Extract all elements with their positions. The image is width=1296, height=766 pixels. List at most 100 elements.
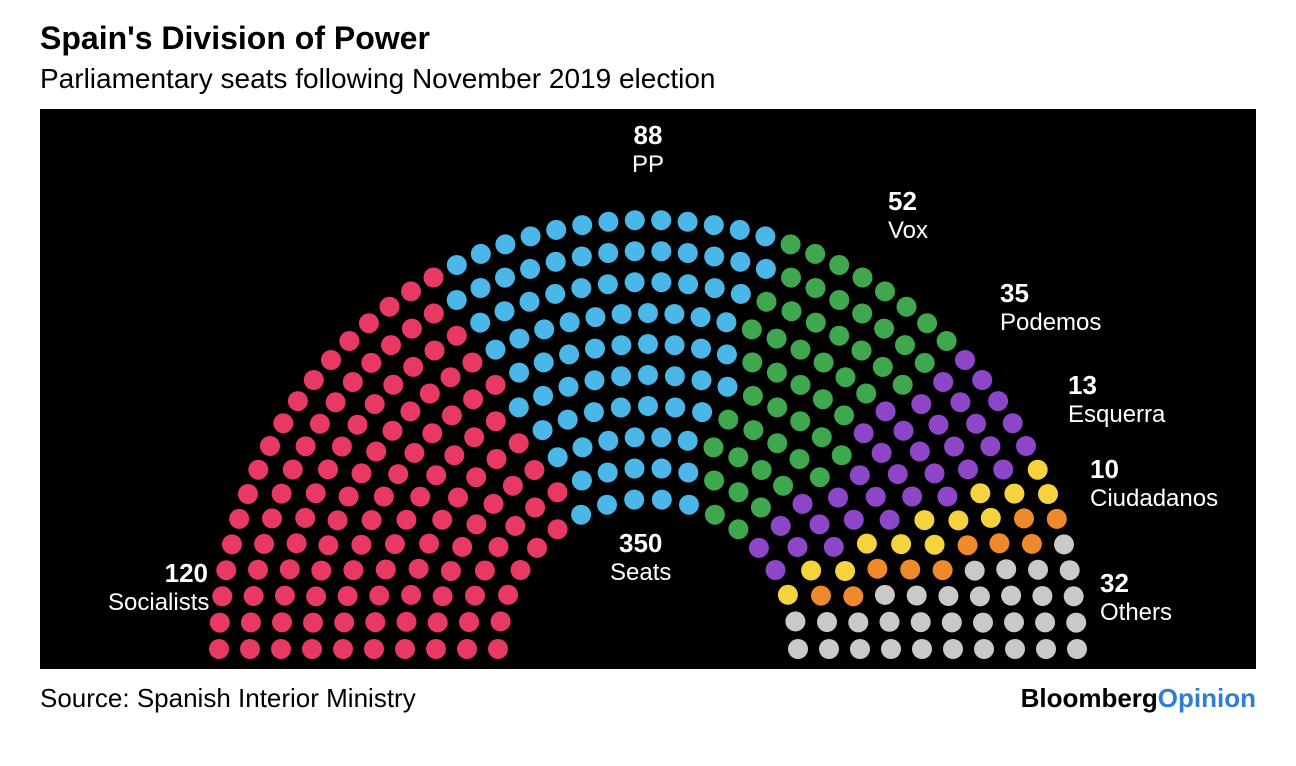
seat-dot bbox=[638, 303, 658, 323]
seat-dot bbox=[572, 247, 592, 267]
seat-dot bbox=[271, 639, 291, 659]
seat-dot bbox=[457, 639, 477, 659]
seat-dot bbox=[850, 465, 870, 485]
seat-dot bbox=[679, 495, 699, 515]
seat-dot bbox=[910, 442, 930, 462]
seat-dot bbox=[704, 215, 724, 235]
seat-dot bbox=[388, 464, 408, 484]
seat-dot bbox=[1038, 484, 1058, 504]
seat-dot bbox=[486, 375, 506, 395]
seat-dot bbox=[546, 220, 566, 240]
seat-dot bbox=[933, 372, 953, 392]
party-label-podemos: 35Podemos bbox=[1000, 279, 1101, 336]
seat-dot bbox=[420, 384, 440, 404]
seat-dot bbox=[343, 560, 363, 580]
seat-dot bbox=[785, 611, 805, 631]
seat-dot bbox=[948, 510, 968, 530]
seat-dot bbox=[524, 460, 544, 480]
seat-dot bbox=[383, 375, 403, 395]
seat-dot bbox=[262, 508, 282, 528]
seat-dot bbox=[880, 612, 900, 632]
seat-dot bbox=[396, 510, 416, 530]
seat-dot bbox=[1004, 484, 1024, 504]
seat-dot bbox=[272, 612, 292, 632]
seat-dot bbox=[310, 414, 330, 434]
seat-dot bbox=[955, 350, 975, 370]
seat-dot bbox=[981, 508, 1001, 528]
seat-dot bbox=[929, 415, 949, 435]
seat-dot bbox=[240, 639, 260, 659]
seat-dot bbox=[828, 488, 848, 508]
seat-dot bbox=[1035, 612, 1055, 632]
seat-dot bbox=[571, 278, 591, 298]
seat-dot bbox=[571, 505, 591, 525]
seat-dot bbox=[352, 463, 372, 483]
seat-dot bbox=[463, 389, 483, 409]
seat-dot bbox=[487, 449, 507, 469]
seat-dot bbox=[705, 505, 725, 525]
seat-dot bbox=[812, 427, 832, 447]
seat-dot bbox=[509, 433, 529, 453]
seat-dot bbox=[328, 510, 348, 530]
seat-dot bbox=[856, 384, 876, 404]
seat-dot bbox=[1066, 613, 1086, 633]
seat-dot bbox=[1060, 560, 1080, 580]
seat-dot bbox=[222, 534, 242, 554]
seat-dot bbox=[970, 483, 990, 503]
seat-dot bbox=[410, 487, 430, 507]
seat-dot bbox=[361, 353, 381, 373]
seat-dot bbox=[880, 510, 900, 530]
seat-dot bbox=[401, 585, 421, 605]
seat-dot bbox=[598, 212, 618, 232]
seat-dot bbox=[876, 401, 896, 421]
chart-title: Spain's Division of Power bbox=[40, 20, 1256, 57]
seat-dot bbox=[419, 534, 439, 554]
seat-dot bbox=[302, 639, 322, 659]
seat-dot bbox=[891, 534, 911, 554]
seat-dot bbox=[811, 586, 831, 606]
seat-dot bbox=[273, 413, 293, 433]
brand-bloomberg: Bloomberg bbox=[1021, 683, 1158, 713]
seat-dot bbox=[295, 508, 315, 528]
seat-dot bbox=[385, 534, 405, 554]
seat-dot bbox=[902, 487, 922, 507]
seat-dot bbox=[638, 396, 658, 416]
seat-dot bbox=[752, 460, 772, 480]
seat-dot bbox=[1064, 586, 1084, 606]
party-count: 120 bbox=[108, 559, 208, 589]
party-name: Podemos bbox=[1000, 309, 1101, 337]
seat-dot bbox=[810, 467, 830, 487]
seat-dot bbox=[432, 510, 452, 530]
seat-dot bbox=[943, 639, 963, 659]
seat-dot bbox=[216, 560, 236, 580]
seat-dot bbox=[875, 281, 895, 301]
seat-dot bbox=[1005, 639, 1025, 659]
seat-dot bbox=[665, 335, 685, 355]
seat-dot bbox=[625, 427, 645, 447]
seat-dot bbox=[338, 586, 358, 606]
seat-dot bbox=[611, 366, 631, 386]
seat-dot bbox=[937, 331, 957, 351]
party-count: 88 bbox=[632, 121, 664, 151]
seat-dot bbox=[612, 304, 632, 324]
seat-dot bbox=[791, 375, 811, 395]
seat-dot bbox=[448, 488, 468, 508]
seat-dot bbox=[209, 639, 229, 659]
seat-dot bbox=[426, 639, 446, 659]
seat-dot bbox=[491, 611, 511, 631]
seat-dot bbox=[444, 445, 464, 465]
seat-dot bbox=[852, 304, 872, 324]
seat-dot bbox=[925, 535, 945, 555]
seat-dot bbox=[1022, 534, 1042, 554]
seat-dot bbox=[973, 613, 993, 633]
seat-dot bbox=[691, 307, 711, 327]
seat-dot bbox=[428, 612, 448, 632]
seat-dot bbox=[548, 519, 568, 539]
seat-dot bbox=[452, 537, 472, 557]
seat-dot bbox=[1003, 413, 1023, 433]
seat-dot bbox=[425, 341, 445, 361]
seat-dot bbox=[743, 386, 763, 406]
seat-dot bbox=[844, 510, 864, 530]
seat-dot bbox=[597, 495, 617, 515]
seat-dot bbox=[533, 386, 553, 406]
